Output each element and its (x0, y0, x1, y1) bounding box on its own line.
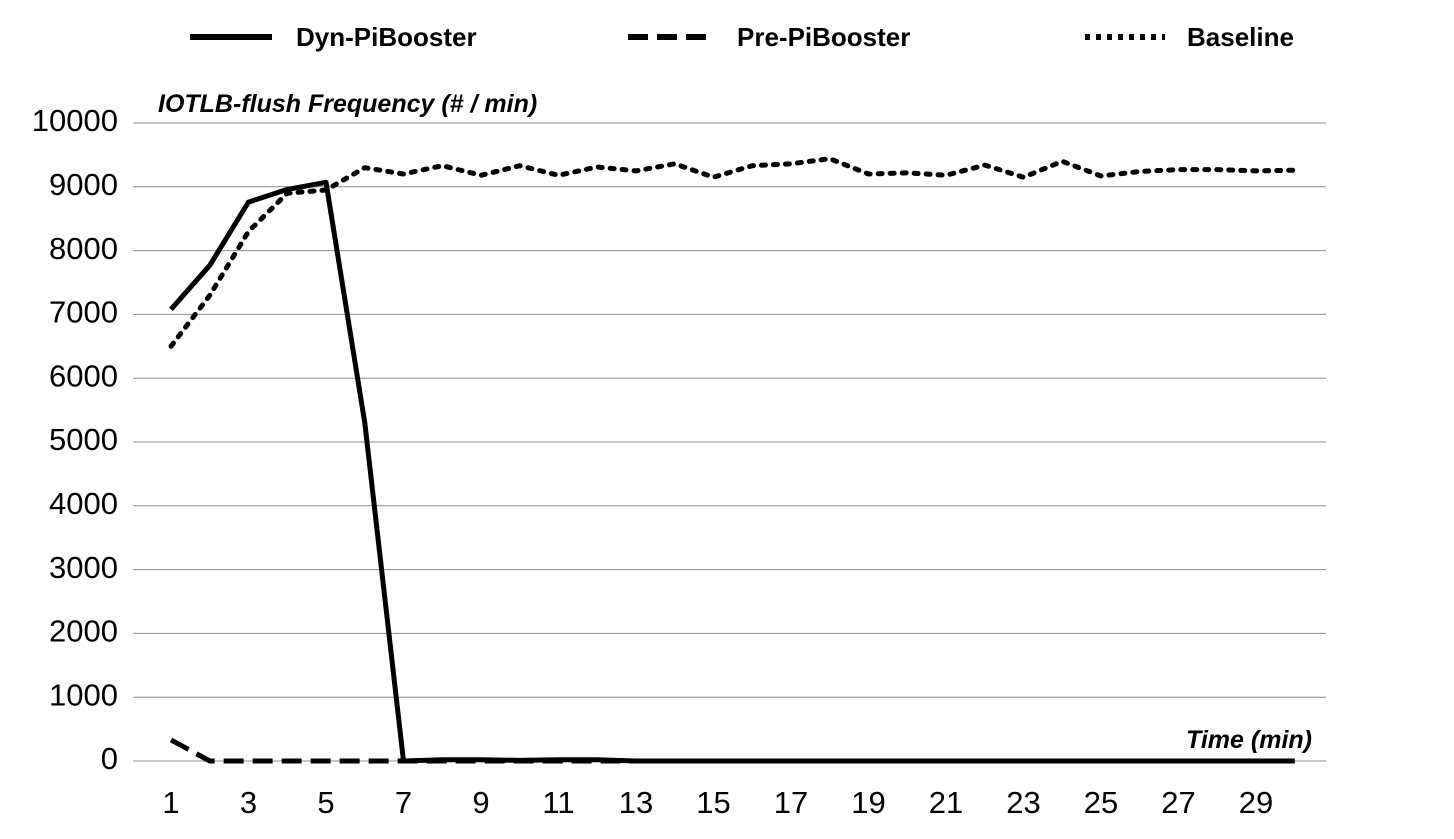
x-tick-label: 23 (1006, 785, 1040, 820)
x-tick-label: 9 (472, 785, 489, 820)
x-tick-label: 29 (1239, 785, 1273, 820)
x-tick-label: 3 (240, 785, 257, 820)
x-tick-label: 7 (395, 785, 412, 820)
y-tick-label: 2000 (49, 614, 118, 649)
y-tick-label: 1000 (49, 677, 118, 712)
y-axis-title: IOTLB-flush Frequency (# / min) (158, 90, 537, 118)
series-line-dyn-pibooster (169, 179, 1295, 764)
x-tick-label: 1 (162, 785, 179, 820)
series-line-baseline (168, 156, 1298, 349)
legend-label-baseline: Baseline (1187, 22, 1294, 52)
x-tick-label: 25 (1084, 785, 1118, 820)
x-axis-title: Time (min) (1186, 726, 1312, 754)
y-tick-label: 3000 (49, 550, 118, 585)
y-tick-label: 6000 (49, 358, 118, 393)
x-tick-labels: 1 3 5 7 9 11 13 15 17 19 21 23 25 27 29 (162, 785, 1273, 820)
y-tick-label: 4000 (49, 486, 118, 521)
y-tick-label: 0 (101, 741, 118, 776)
legend-label-dyn-pibooster: Dyn-PiBooster (296, 22, 477, 52)
y-tick-label: 7000 (49, 295, 118, 330)
gridlines (133, 122, 1326, 762)
x-tick-label: 13 (619, 785, 653, 820)
x-tick-label: 17 (774, 785, 808, 820)
legend: Dyn-PiBooster Pre-PiBooster Baseline (190, 22, 1294, 52)
y-tick-label: 8000 (49, 231, 118, 266)
y-tick-label: 9000 (49, 167, 118, 202)
y-tick-labels: 0 1000 2000 3000 4000 5000 6000 7000 8000 9000 100… (32, 103, 118, 776)
y-tick-label: 10000 (32, 103, 118, 138)
x-tick-label: 11 (542, 785, 574, 820)
legend-label-pre-pibooster: Pre-PiBooster (737, 22, 910, 52)
x-tick-label: 27 (1161, 785, 1195, 820)
y-tick-label: 5000 (49, 422, 118, 457)
x-tick-label: 5 (317, 785, 334, 820)
series-line-pre-pibooster (169, 737, 1295, 764)
x-tick-label: 21 (929, 785, 963, 820)
series-lines (168, 156, 1298, 764)
x-tick-label: 19 (851, 785, 885, 820)
x-tick-label: 15 (696, 785, 730, 820)
